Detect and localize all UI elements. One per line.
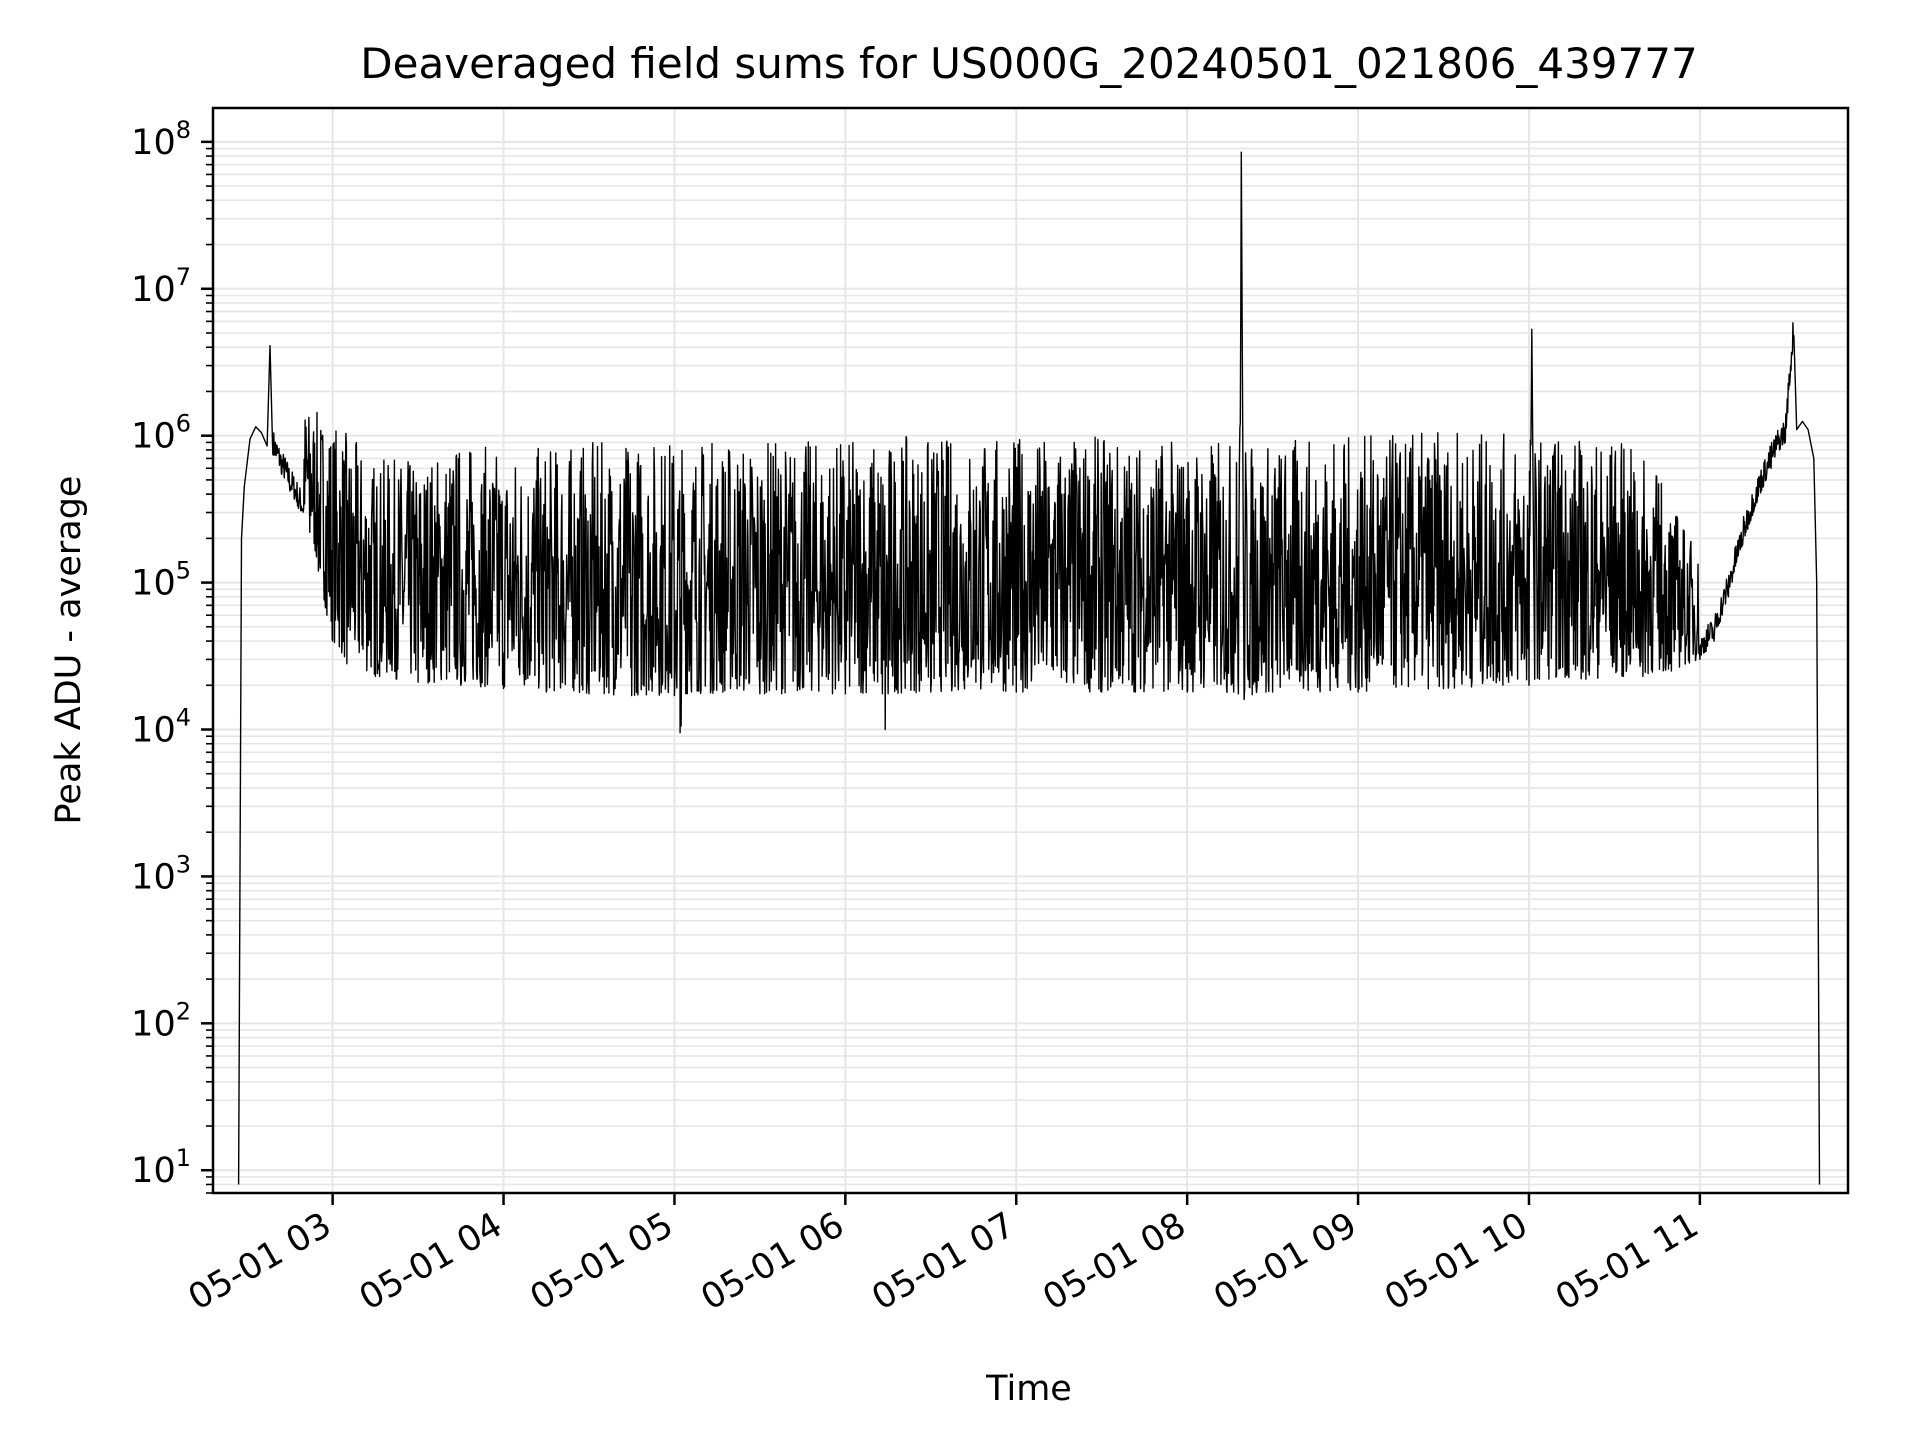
x-tick-label: 05-01 07 xyxy=(866,1205,1022,1318)
series-layer xyxy=(237,151,1821,1185)
x-tick-label: 05-01 11 xyxy=(1549,1205,1705,1318)
y-tick-label: 104 xyxy=(131,704,191,751)
y-tick-label: 106 xyxy=(131,410,191,457)
plot-frame xyxy=(211,106,1850,1195)
x-tick-label: 05-01 08 xyxy=(1036,1205,1192,1318)
y-tick-label: 107 xyxy=(131,263,191,310)
x-tick-label: 05-01 03 xyxy=(182,1205,338,1318)
x-tick-label: 05-01 10 xyxy=(1378,1205,1534,1318)
y-tick-label: 101 xyxy=(131,1144,191,1191)
x-tick-label: 05-01 05 xyxy=(524,1205,680,1318)
series-line xyxy=(237,151,1821,1185)
chart-title: Deaveraged field sums for US000G_2024050… xyxy=(360,39,1697,88)
x-axis: 05-01 03 05-01 04 05-01 05 05-01 06 05-01 07… xyxy=(182,1193,1705,1318)
y-tick-label: 105 xyxy=(131,557,191,604)
x-axis-label: Time xyxy=(985,1369,1072,1409)
y-tick-label: 103 xyxy=(131,850,191,897)
x-tick-label: 05-01 09 xyxy=(1207,1205,1363,1318)
y-tick-label: 108 xyxy=(131,116,191,163)
y-tick-label: 102 xyxy=(131,997,191,1044)
y-axis-label: Peak ADU - average xyxy=(49,476,89,825)
x-tick-label: 05-01 06 xyxy=(695,1205,851,1318)
y-axis: 101 102 103 104 105 106 107 108 xyxy=(131,116,213,1194)
x-tick-label: 05-01 04 xyxy=(353,1205,509,1318)
